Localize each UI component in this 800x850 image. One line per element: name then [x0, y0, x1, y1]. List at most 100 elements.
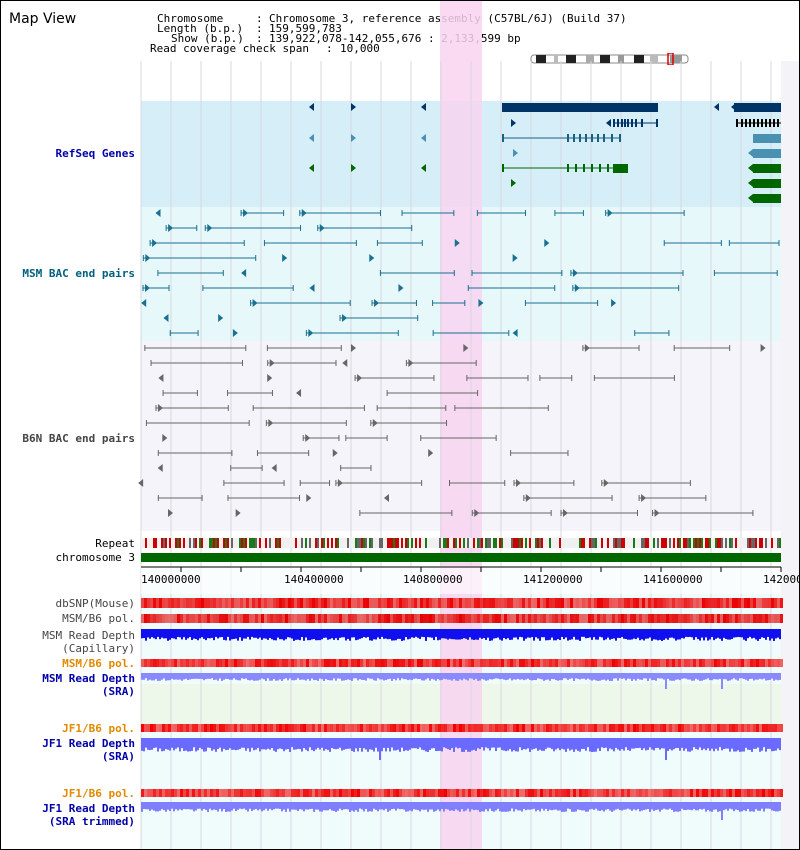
read-depth-bar	[465, 802, 467, 811]
read-depth-bar	[683, 738, 685, 751]
polymorphism-cell	[735, 724, 738, 732]
jf1-b6-pol-label[interactable]: JF1/B6 pol.	[62, 722, 135, 735]
repeat-element	[195, 538, 197, 548]
polymorphism-cell	[318, 614, 321, 623]
polymorphism-cell	[321, 659, 324, 667]
sra-trimmed-label: (SRA trimmed)	[48, 815, 135, 828]
read-depth-bar	[451, 738, 453, 749]
read-depth-bar	[297, 673, 299, 679]
polymorphism-cell	[270, 659, 273, 667]
read-depth-bar	[203, 738, 205, 752]
chromosome-label[interactable]: chromosome 3	[55, 551, 135, 564]
polymorphism-cell	[150, 724, 153, 732]
polymorphism-cell	[753, 659, 756, 667]
read-depth-bar	[479, 629, 481, 638]
dbsnp-label[interactable]: dbSNP(Mouse)	[55, 597, 135, 610]
polymorphism-cell	[540, 724, 543, 732]
polymorphism-cell	[465, 659, 468, 667]
read-depth-bar	[271, 802, 273, 811]
read-depth-bar	[277, 673, 279, 681]
polymorphism-cell	[597, 614, 600, 623]
msm-bac-label[interactable]: MSM BAC end pairs	[22, 267, 135, 280]
read-depth-bar	[507, 629, 509, 639]
read-depth-bar	[309, 738, 311, 748]
repeat-element	[613, 538, 615, 548]
read-depth-bar	[647, 802, 649, 810]
msm-b6-pol-sra-label[interactable]: MSM/B6 pol.	[62, 657, 135, 670]
read-depth-bar	[523, 738, 525, 750]
read-depth-bar	[479, 802, 481, 812]
bac-pair-arrow	[319, 224, 325, 232]
polymorphism-cell	[291, 659, 294, 667]
snp-density-cell	[474, 598, 477, 608]
polymorphism-cell	[681, 659, 684, 667]
snp-density-cell	[147, 598, 150, 608]
gene-marker	[309, 134, 314, 142]
read-depth-bar	[509, 673, 511, 679]
polymorphism-cell	[588, 789, 591, 797]
read-depth-bar	[207, 673, 209, 679]
read-depth-bar	[177, 738, 179, 748]
polymorphism-cell	[213, 659, 216, 667]
polymorphism-cell	[162, 659, 165, 667]
read-depth-bar	[755, 738, 757, 749]
read-depth-bar	[199, 738, 201, 748]
read-depth-bar	[761, 629, 763, 638]
read-depth-bar	[259, 673, 261, 680]
read-depth-bar	[173, 738, 175, 751]
polymorphism-cell	[702, 789, 705, 797]
snp-density-cell	[174, 598, 177, 608]
msm-read-depth-label[interactable]: MSM Read Depth	[42, 629, 135, 642]
polymorphism-cell	[351, 724, 354, 732]
repeat-element	[315, 538, 317, 548]
read-depth-bar	[361, 629, 363, 639]
chromosome-ideogram[interactable]	[530, 53, 690, 65]
read-depth-bar	[341, 738, 343, 751]
read-depth-bar	[333, 738, 335, 749]
refseq-genes-label[interactable]: RefSeq Genes	[55, 147, 135, 160]
polymorphism-cell	[219, 659, 222, 667]
snp-density-cell	[201, 598, 204, 608]
read-depth-bar	[421, 802, 423, 810]
b6n-bac-label[interactable]: B6N BAC end pairs	[22, 432, 135, 445]
read-depth-bar	[607, 673, 609, 680]
polymorphism-cell	[759, 659, 762, 667]
read-depth-bar	[743, 673, 745, 680]
repeat-element	[163, 538, 165, 548]
polymorphism-cell	[651, 724, 654, 732]
polymorphism-cell	[771, 659, 774, 667]
polymorphism-cell	[597, 659, 600, 667]
read-depth-bar	[557, 802, 559, 811]
read-depth-bar	[419, 629, 421, 639]
read-depth-bar	[381, 802, 383, 810]
jf1-b6-pol-trimmed-label[interactable]: JF1/B6 pol.	[62, 787, 135, 800]
polymorphism-cell	[408, 659, 411, 667]
polymorphism-cell	[153, 724, 156, 732]
bac-pair-arrow	[138, 479, 144, 487]
read-depth-bar	[181, 629, 183, 640]
read-depth-bar	[379, 629, 381, 639]
polymorphism-cell	[186, 724, 189, 732]
read-depth-bar	[147, 738, 149, 750]
polymorphism-cell	[579, 724, 582, 732]
bac-pair-arrow	[232, 329, 238, 337]
read-depth-bar	[457, 738, 459, 749]
msm-b6-pol-label[interactable]: MSM/B6 pol.	[62, 612, 135, 625]
polymorphism-cell	[612, 724, 615, 732]
read-depth-bar	[303, 629, 305, 641]
msm-read-depth-sra-label[interactable]: MSM Read Depth	[42, 672, 135, 685]
repeat-label[interactable]: Repeat	[95, 537, 135, 550]
read-depth-bar	[715, 673, 717, 680]
read-depth-bar	[679, 802, 681, 812]
read-depth-bar	[779, 629, 781, 640]
jf1-read-depth-trimmed-label[interactable]: JF1 Read Depth	[42, 802, 135, 815]
read-depth-bar	[193, 629, 195, 639]
polymorphism-cell	[384, 724, 387, 732]
read-depth-bar	[335, 673, 337, 681]
jf1-read-depth-label[interactable]: JF1 Read Depth	[42, 737, 135, 750]
read-depth-bar	[543, 629, 545, 638]
read-depth-bar	[275, 629, 277, 641]
read-depth-bar	[509, 802, 511, 812]
polymorphism-cell	[708, 659, 711, 667]
